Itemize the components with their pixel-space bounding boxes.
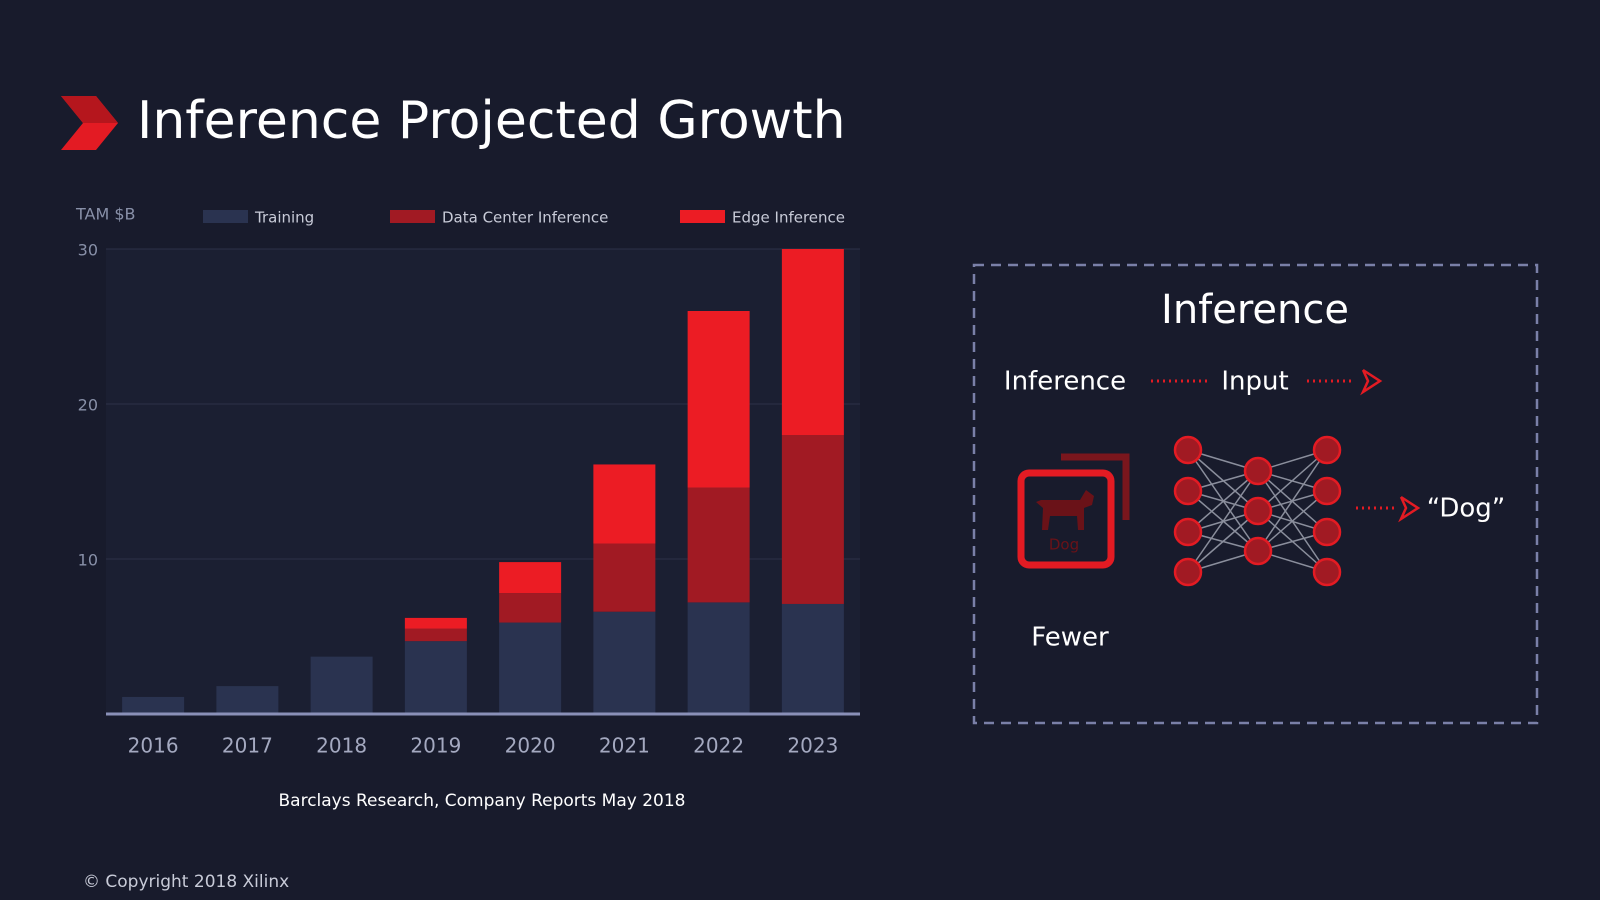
icon-label: Dog — [1049, 536, 1079, 554]
bar-segment — [216, 686, 279, 714]
y-axis-label: TAM $B — [75, 205, 136, 224]
network-node — [1243, 536, 1273, 566]
x-tick-label: 2019 — [410, 734, 461, 758]
step-label: Input — [1221, 367, 1288, 397]
icon-shadow — [1061, 453, 1130, 520]
bar-segment — [781, 603, 844, 714]
bar-segment — [687, 602, 750, 714]
network-edge — [1187, 510, 1259, 573]
x-tick-label: 2018 — [316, 734, 367, 758]
inference-panel: Inference Inference Input Dog “Dog” Fewe… — [972, 263, 1539, 725]
network-node — [1312, 435, 1342, 465]
arrow-head — [1398, 495, 1421, 523]
panel-caption: Fewer — [1031, 623, 1109, 653]
network-edge — [1257, 490, 1328, 552]
bar-segment — [310, 656, 373, 714]
network-edge — [1187, 470, 1259, 573]
y-tick-label: 10 — [78, 551, 98, 570]
network-node — [1173, 476, 1203, 506]
legend-swatch — [390, 210, 435, 223]
copyright: © Copyright 2018 Xilinx — [83, 872, 289, 892]
network-node — [1173, 517, 1203, 547]
bar-segment — [781, 435, 844, 604]
bar-segment — [404, 617, 467, 629]
x-tick-label: 2016 — [128, 734, 179, 758]
bar-segment — [593, 464, 656, 544]
chart: 10 20 30 2016 2017 2018 2019 2020 2021 2022 2023 Tr… — [78, 209, 860, 758]
bar-segment — [593, 611, 656, 714]
legend-label: Edge Inference — [732, 209, 845, 227]
network-node — [1173, 435, 1203, 465]
y-tick-label: 30 — [78, 241, 98, 260]
dog-silhouette — [1036, 490, 1094, 530]
network-node — [1243, 456, 1273, 486]
bar-segment — [593, 543, 656, 612]
x-tick-label: 2023 — [787, 734, 838, 758]
legend-label: Data Center Inference — [442, 209, 608, 227]
bar-segment — [687, 311, 750, 488]
y-tick-label: 20 — [78, 396, 98, 415]
x-tick-label: 2022 — [693, 734, 744, 758]
x-tick-label: 2021 — [599, 734, 650, 758]
network-node — [1173, 557, 1203, 587]
network-node — [1243, 496, 1273, 526]
step-label: Inference — [1004, 367, 1126, 397]
legend-swatch — [203, 210, 248, 223]
logo-chevron-shade — [61, 96, 118, 123]
bar-segment — [404, 628, 467, 642]
network-node — [1312, 517, 1342, 547]
dog-icon-frame — [1017, 469, 1115, 569]
legend-label: Training — [254, 209, 314, 227]
panel-border — [972, 263, 1539, 725]
bar-segment — [687, 487, 750, 603]
bar-segment — [122, 696, 185, 714]
bar-segment — [404, 641, 467, 714]
legend-swatch — [680, 210, 725, 223]
network-edge — [1257, 449, 1328, 512]
slide-title: Inference Projected Growth — [137, 91, 846, 151]
x-tick-label: 2017 — [222, 734, 273, 758]
source-note: Barclays Research, Company Reports May 2… — [279, 791, 686, 811]
x-tick-label: 2020 — [505, 734, 556, 758]
bar-segment — [499, 593, 562, 623]
neural-network — [1173, 435, 1342, 587]
bar-segment — [781, 249, 844, 435]
network-node — [1312, 476, 1342, 506]
arrow-head — [1360, 368, 1383, 396]
network-edge — [1257, 449, 1328, 552]
output-label: “Dog” — [1427, 494, 1506, 524]
panel-title: Inference — [1161, 287, 1349, 333]
bar-segment — [499, 562, 562, 594]
network-node — [1312, 557, 1342, 587]
bar-segment — [499, 622, 562, 714]
network-edge — [1187, 470, 1259, 533]
